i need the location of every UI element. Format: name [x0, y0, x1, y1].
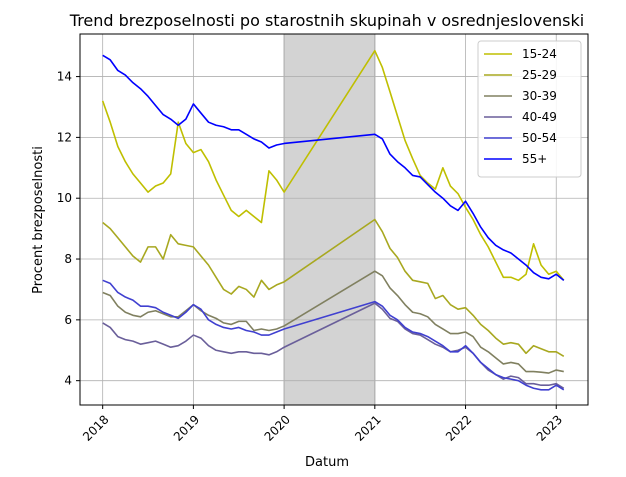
y-tick-label: 8 [64, 252, 72, 266]
plot-frame [79, 33, 589, 406]
legend-entry-label: 40-49 [522, 110, 557, 124]
legend-entry-label: 55+ [522, 152, 547, 166]
y-tick-label: 12 [57, 130, 72, 144]
legend-entry-label: 15-24 [522, 47, 557, 61]
y-tick-label: 6 [64, 313, 72, 327]
legend: 15-24 25-29 30-39 40-49 50-54 55+ [477, 40, 582, 178]
x-axis-label: Datum [305, 455, 349, 470]
series-layer [101, 49, 565, 391]
series-line-25-29 [102, 218, 565, 358]
legend-entry-label: 30-39 [522, 89, 557, 103]
chart-title: Trend brezposelnosti po starostnih skupi… [69, 11, 584, 30]
y-tick-label: 4 [64, 374, 72, 388]
shaded-region [283, 33, 376, 406]
y-tick-label: 14 [57, 70, 72, 84]
series-line-15-24 [101, 49, 565, 282]
series-line-55+ [102, 54, 565, 281]
legend-entry-label: 25-29 [522, 68, 557, 82]
legend-entry-label: 50-54 [522, 131, 557, 145]
series-line-30-39 [102, 270, 564, 374]
series-line-40-49 [102, 302, 565, 389]
series-line-50-54 [102, 279, 565, 391]
y-tick-label: 10 [57, 191, 72, 205]
y-axis-label: Procent brezposelnosti [31, 146, 46, 294]
shaded-region-layer [283, 33, 376, 406]
